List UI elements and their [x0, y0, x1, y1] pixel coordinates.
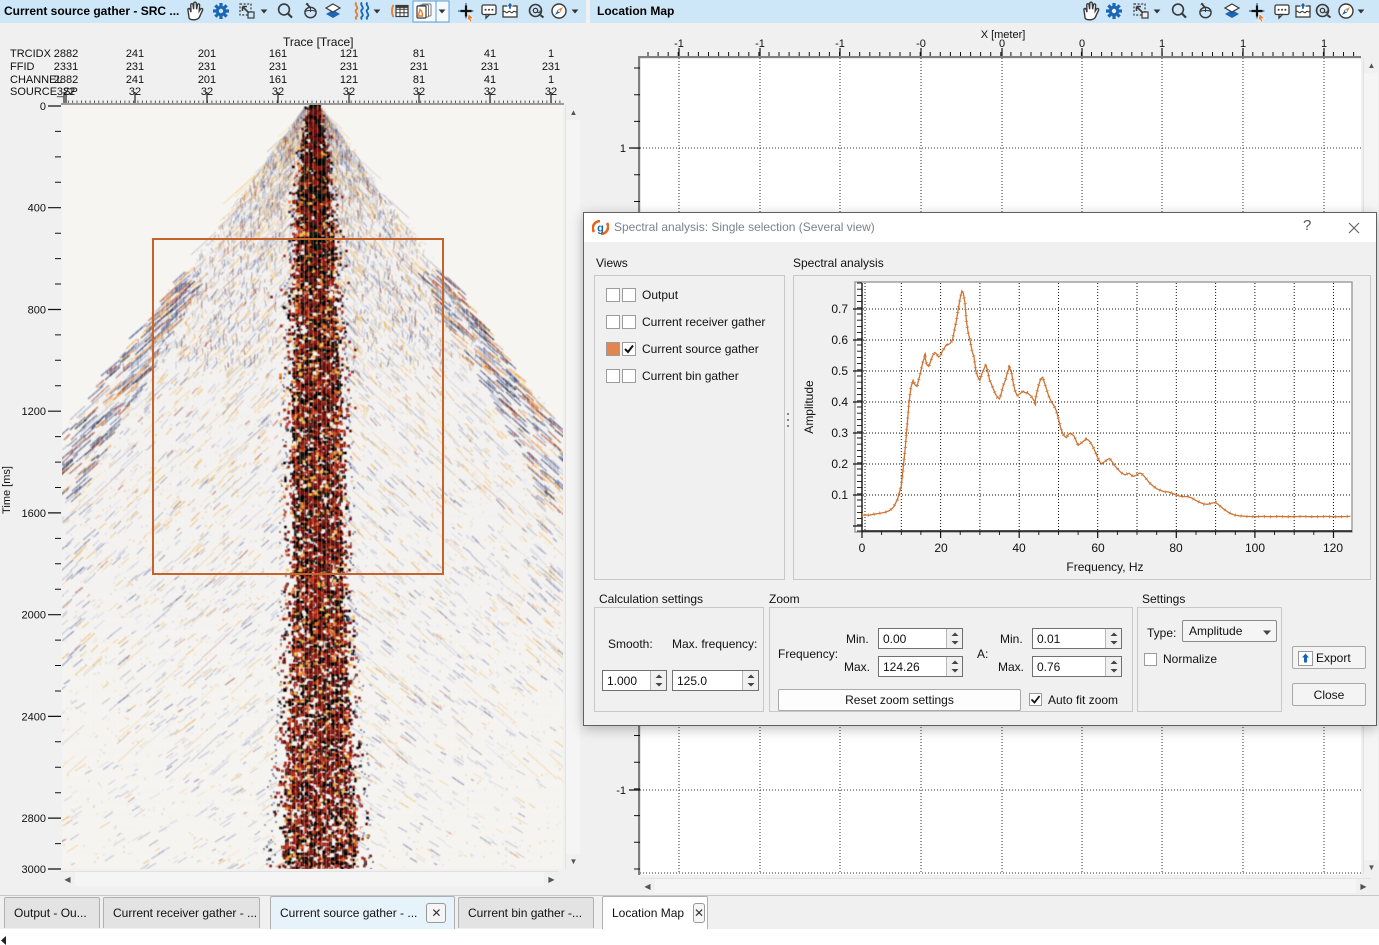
- svg-text:0.5: 0.5: [831, 364, 848, 378]
- svg-text:0: 0: [999, 38, 1005, 50]
- svg-text:2800: 2800: [22, 813, 46, 825]
- svg-text:80: 80: [1169, 541, 1183, 555]
- svg-text:Amplitude: Amplitude: [804, 380, 816, 434]
- svg-text:60: 60: [1091, 541, 1105, 555]
- svg-text:0.6: 0.6: [831, 333, 848, 347]
- svg-text:0: 0: [1079, 38, 1085, 50]
- svg-text:1: 1: [1159, 38, 1165, 50]
- svg-text:0.2: 0.2: [831, 457, 848, 471]
- svg-text:800: 800: [28, 305, 46, 317]
- svg-text:X [meter]: X [meter]: [981, 29, 1026, 41]
- svg-text:-0: -0: [916, 38, 926, 50]
- svg-text:40: 40: [1012, 541, 1026, 555]
- svg-text:-1: -1: [616, 785, 626, 797]
- svg-text:1600: 1600: [22, 508, 46, 520]
- svg-text:-1: -1: [755, 38, 765, 50]
- svg-text:0.3: 0.3: [831, 426, 848, 440]
- svg-text:-1: -1: [674, 38, 684, 50]
- svg-text:1200: 1200: [22, 406, 46, 418]
- svg-text:400: 400: [28, 203, 46, 215]
- svg-text:0: 0: [40, 101, 46, 113]
- svg-text:1: 1: [620, 143, 626, 155]
- svg-text:3000: 3000: [22, 864, 46, 876]
- svg-text:20: 20: [934, 541, 948, 555]
- svg-text:g: g: [597, 223, 604, 235]
- svg-text:0.4: 0.4: [831, 395, 848, 409]
- svg-text:0: 0: [859, 541, 866, 555]
- svg-text:2400: 2400: [22, 711, 46, 723]
- svg-text:0.7: 0.7: [831, 302, 848, 316]
- svg-text:Time [ms]: Time [ms]: [1, 466, 13, 514]
- svg-text:-1: -1: [835, 38, 845, 50]
- svg-text:1: 1: [1240, 38, 1246, 50]
- svg-text:1: 1: [1321, 38, 1327, 50]
- svg-text:120: 120: [1323, 541, 1343, 555]
- svg-text:2000: 2000: [22, 610, 46, 622]
- svg-text:Frequency, Hz: Frequency, Hz: [1066, 560, 1143, 574]
- svg-text:0.1: 0.1: [831, 488, 848, 502]
- svg-text:100: 100: [1245, 541, 1265, 555]
